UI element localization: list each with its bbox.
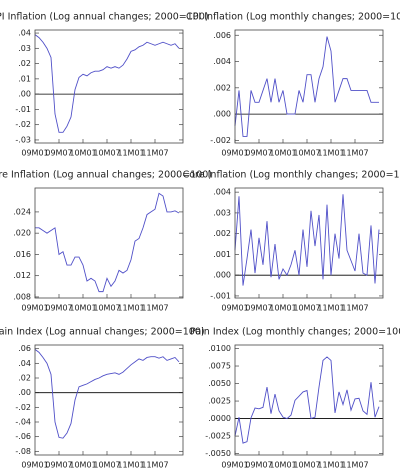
y-tick-label: .001 — [213, 250, 231, 259]
x-tick-label: 10M01 — [69, 461, 96, 470]
x-tick-label: 09M01 — [221, 149, 248, 158]
x-tick-label: 10M07 — [293, 304, 320, 313]
y-tick-label: .04 — [18, 29, 31, 38]
plot-frame — [234, 344, 384, 456]
plot-frame — [34, 187, 184, 299]
y-tick-label: .000 — [213, 271, 231, 280]
x-tick-label: 10M01 — [269, 149, 296, 158]
x-tick-label: 11M01 — [117, 149, 144, 158]
y-tick-label: -.02 — [15, 403, 31, 412]
y-tick-label: .06 — [18, 344, 31, 353]
y-tick-label: -.02 — [15, 120, 31, 129]
x-tick-label: 11M01 — [117, 461, 144, 470]
x-tick-label: 11M07 — [141, 304, 168, 313]
y-tick-label: .00 — [18, 90, 31, 99]
y-tick-label: -.04 — [15, 418, 31, 427]
x-tick-label: 09M01 — [21, 149, 48, 158]
x-tick-label: 11M07 — [341, 304, 368, 313]
series-line — [234, 194, 380, 286]
y-tick-label: .02 — [18, 374, 31, 383]
x-tick-label: 09M07 — [245, 149, 272, 158]
x-tick-label: 11M07 — [341, 461, 368, 470]
y-tick-label: .01 — [18, 74, 31, 83]
x-tick-label: 10M07 — [93, 461, 120, 470]
x-tick-label: 09M07 — [45, 304, 72, 313]
y-tick-label: .024 — [13, 207, 31, 216]
chart-title: Core Inflation (Log monthly changes; 200… — [183, 170, 400, 181]
x-tick-label: 09M07 — [45, 149, 72, 158]
y-tick-label: .020 — [13, 229, 31, 238]
y-tick-label: .003 — [213, 208, 231, 217]
chart-title: Core Inflation (Log annual changes; 2000… — [0, 170, 212, 181]
y-tick-label: .000 — [213, 110, 231, 119]
y-tick-label: -.001 — [210, 291, 231, 300]
x-tick-label: 11M01 — [317, 461, 344, 470]
x-tick-label: 09M01 — [221, 461, 248, 470]
series-line — [34, 34, 180, 133]
y-tick-label: -.08 — [15, 447, 31, 456]
chart-title: CPI Inflation (Log annual changes; 2000=… — [0, 12, 209, 23]
y-tick-label: .0100 — [208, 344, 231, 353]
series-line — [234, 356, 380, 444]
series-line — [35, 192, 180, 293]
x-tick-label: 09M07 — [45, 461, 72, 470]
x-tick-label: 10M07 — [293, 149, 320, 158]
x-tick-label: 09M01 — [221, 304, 248, 313]
y-tick-label: -.002 — [210, 136, 231, 145]
x-tick-label: 10M01 — [69, 304, 96, 313]
y-tick-label: .016 — [13, 250, 31, 259]
x-tick-label: 11M07 — [141, 461, 168, 470]
y-tick-label: .002 — [213, 229, 231, 238]
y-tick-label: -.0050 — [205, 449, 231, 458]
chart-title: Pain Index (Log monthly changes; 2000=10… — [190, 327, 400, 338]
x-tick-label: 10M07 — [93, 149, 120, 158]
plot-frame — [234, 29, 384, 144]
y-tick-label: .0025 — [208, 397, 231, 406]
x-tick-label: 10M01 — [269, 461, 296, 470]
x-tick-label: 11M07 — [341, 149, 368, 158]
y-tick-label: .004 — [213, 57, 231, 66]
y-tick-label: -.01 — [15, 105, 31, 114]
y-tick-label: .008 — [13, 292, 31, 301]
y-tick-label: .03 — [18, 44, 31, 53]
y-tick-label: .00 — [18, 388, 31, 397]
y-tick-label: .02 — [18, 59, 31, 68]
x-tick-label: 11M01 — [317, 304, 344, 313]
x-tick-label: 11M01 — [317, 149, 344, 158]
y-tick-label: .0050 — [208, 379, 231, 388]
y-tick-label: .006 — [213, 31, 231, 40]
x-tick-label: 09M07 — [245, 304, 272, 313]
x-tick-label: 10M01 — [269, 304, 296, 313]
series-line — [34, 349, 180, 439]
chart-title: CPI Inflation (Log monthly changes; 2000… — [186, 12, 400, 23]
y-tick-label: .004 — [213, 188, 231, 197]
x-tick-label: 10M07 — [93, 304, 120, 313]
plot-frame — [34, 29, 184, 144]
plot-frame — [234, 187, 384, 299]
y-tick-label: .0075 — [208, 362, 231, 371]
x-tick-label: 09M07 — [245, 461, 272, 470]
x-tick-label: 11M01 — [117, 304, 144, 313]
series-line — [234, 36, 379, 137]
plot-frame — [34, 344, 184, 456]
x-tick-label: 10M01 — [69, 149, 96, 158]
x-tick-label: 09M01 — [21, 461, 48, 470]
y-tick-label: -.0025 — [205, 432, 231, 441]
y-tick-label: -.06 — [15, 432, 31, 441]
y-tick-label: -.03 — [15, 135, 31, 144]
y-tick-label: .0000 — [208, 414, 231, 423]
x-tick-label: 10M07 — [293, 461, 320, 470]
y-tick-label: .012 — [13, 271, 31, 280]
chart-title: Pain Index (Log annual changes; 2000=100… — [0, 327, 205, 338]
y-tick-label: .002 — [213, 83, 231, 92]
x-tick-label: 09M01 — [21, 304, 48, 313]
y-tick-label: .04 — [18, 359, 31, 368]
x-tick-label: 11M07 — [141, 149, 168, 158]
